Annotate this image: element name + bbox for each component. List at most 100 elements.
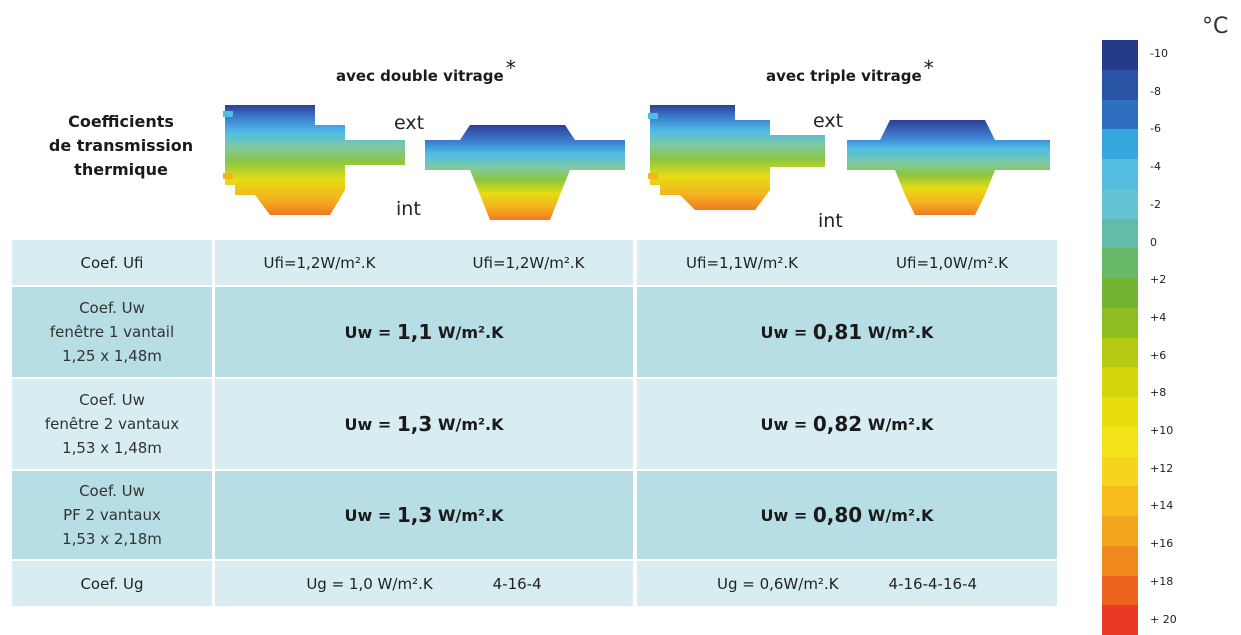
scale-tick-label: +2 (1150, 273, 1167, 287)
label-uw-2-vantaux: Coef. Uw fenêtre 2 vantaux 1,53 x 1,48m (12, 379, 212, 469)
scale-tick-label: +8 (1150, 386, 1167, 400)
uw-prefix: Uw = (760, 505, 813, 525)
uw-value: 0,80 (812, 503, 863, 527)
triple-left-profile (648, 105, 825, 210)
color-scale-band (1102, 69, 1138, 100)
scale-tick-label: +16 (1150, 537, 1174, 551)
uw-unit: W/m².K (432, 505, 504, 525)
ufi-triple-value: Ufi=1,1W/m².K (686, 253, 798, 272)
ug-double-value: Ug = 1,0 W/m².K (306, 574, 433, 593)
color-scale-band (1102, 218, 1138, 249)
scale-tick-label: +14 (1150, 499, 1174, 513)
ufi-double-value: Ufi=1,2W/m².K (472, 253, 585, 272)
scale-tick-label: -4 (1150, 160, 1161, 174)
uw-prefix: Uw = (760, 322, 813, 342)
color-scale-band (1102, 159, 1138, 190)
uw-1-vantail-double: Uw = 1,1 W/m².K (215, 287, 633, 377)
color-scale-band (1102, 605, 1138, 635)
double-glazing-title: avec double vitrage * (336, 56, 516, 86)
color-scale-band (1102, 575, 1138, 606)
color-scale-band (1102, 426, 1138, 457)
scale-tick-label: +6 (1150, 348, 1167, 362)
row-label-line: 1,53 x 1,48m (62, 439, 162, 457)
row-label-line: 1,53 x 2,18m (62, 530, 162, 548)
uw-value: 0,81 (812, 320, 863, 344)
uw-prefix: Uw = (344, 322, 397, 342)
triple-glazing-title-text: avec triple vitrage (766, 67, 922, 85)
footnote-star: * (923, 56, 934, 80)
ug-double-cell: Ug = 1,0 W/m².K 4-16-4 (215, 561, 633, 606)
coefficients-title: Coefficients de transmission thermique (36, 110, 206, 182)
ufi-triple-value: Ufi=1,0W/m².K (896, 253, 1008, 272)
ug-triple-cell: Ug = 0,6W/m².K 4-16-4-16-4 (637, 561, 1057, 606)
thermal-profiles-graphic (223, 105, 1050, 220)
scale-tick-label: 0 (1150, 235, 1157, 249)
color-scale-band (1102, 248, 1138, 279)
label-ufi: Coef. Ufi (12, 240, 212, 285)
color-scale-band (1102, 99, 1138, 130)
scale-tick-label: + 20 (1150, 612, 1177, 626)
interior-label-double: int (396, 198, 421, 220)
scale-tick-label: -10 (1150, 47, 1168, 60)
uw-prefix: Uw = (344, 505, 397, 525)
uw-unit: W/m².K (862, 505, 934, 525)
label-ug: Coef. Ug (12, 561, 212, 606)
scale-tick-label: +10 (1150, 424, 1174, 437)
color-scale-band (1102, 545, 1138, 576)
temperature-scale-ticks: -10 -8 -6 -4 -2 0 +2 +4 +6 +8 +10 +12 +14 +16 +18 + 20 (1150, 40, 1210, 635)
interior-label-triple: int (818, 210, 843, 232)
uw-value: 1,3 (396, 412, 433, 436)
uw-unit: W/m².K (432, 322, 504, 342)
row-label-line: Coef. Uw (79, 482, 145, 500)
double-left-profile (223, 105, 405, 215)
coefficients-title-line: de transmission (48, 136, 194, 155)
ug-double-composition: 4-16-4 (492, 574, 542, 593)
uw-value: 1,1 (396, 320, 433, 344)
row-label-line: Coef. Uw (79, 299, 145, 317)
ufi-triple-cell: Ufi=1,1W/m².K Ufi=1,0W/m².K (637, 240, 1057, 285)
uw-unit: W/m².K (432, 414, 504, 434)
triple-right-profile (847, 120, 1050, 215)
uw-value: 1,3 (396, 503, 433, 527)
double-right-profile (425, 125, 625, 220)
uw-value: 0,82 (812, 412, 863, 436)
footnote-star: * (505, 56, 516, 80)
temperature-unit: °C (1202, 14, 1229, 39)
color-scale-band (1102, 516, 1138, 547)
color-scale-band (1102, 188, 1138, 219)
ug-triple-value: Ug = 0,6W/m².K (716, 574, 839, 593)
temperature-color-scale (1102, 40, 1138, 635)
color-scale-band (1102, 367, 1138, 398)
scale-tick-label: +12 (1150, 461, 1174, 475)
uw-prefix: Uw = (760, 414, 813, 434)
color-scale-band (1102, 40, 1138, 71)
color-scale-band (1102, 307, 1138, 338)
uw-pf-2-vantaux-triple: Uw = 0,80 W/m².K (637, 471, 1057, 559)
ufi-double-cell: Ufi=1,2W/m².K Ufi=1,2W/m².K (215, 240, 633, 285)
row-label-line: PF 2 vantaux (63, 506, 161, 524)
double-glazing-title-text: avec double vitrage (336, 67, 504, 85)
exterior-label-double: ext (394, 112, 425, 134)
label-uw-pf-2-vantaux: Coef. Uw PF 2 vantaux 1,53 x 2,18m (12, 471, 212, 559)
exterior-label-triple: ext (813, 110, 844, 132)
uw-2-vantaux-double: Uw = 1,3 W/m².K (215, 379, 633, 469)
color-scale-band (1102, 129, 1138, 160)
row-label-line: Coef. Uw (79, 391, 145, 409)
color-scale-band (1102, 456, 1138, 487)
color-scale-band (1102, 337, 1138, 368)
color-scale-band (1102, 397, 1138, 428)
uw-unit: W/m².K (862, 322, 934, 342)
row-label-line: fenêtre 2 vantaux (44, 415, 180, 433)
uw-unit: W/m².K (862, 414, 934, 434)
uw-1-vantail-triple: Uw = 0,81 W/m².K (637, 287, 1057, 377)
ufi-double-value: Ufi=1,2W/m².K (263, 253, 376, 272)
uw-prefix: Uw = (344, 414, 397, 434)
scale-tick-label: +18 (1150, 574, 1174, 588)
coefficients-title-line: thermique (74, 160, 168, 179)
scale-tick-label: -2 (1150, 197, 1161, 211)
label-uw-1-vantail: Coef. Uw fenêtre 1 vantail 1,25 x 1,48m (12, 287, 212, 377)
scale-tick-label: +4 (1150, 310, 1167, 324)
coefficients-title-line: Coefficients (68, 112, 174, 131)
triple-glazing-title: avec triple vitrage * (766, 56, 934, 86)
color-scale-band (1102, 278, 1138, 309)
